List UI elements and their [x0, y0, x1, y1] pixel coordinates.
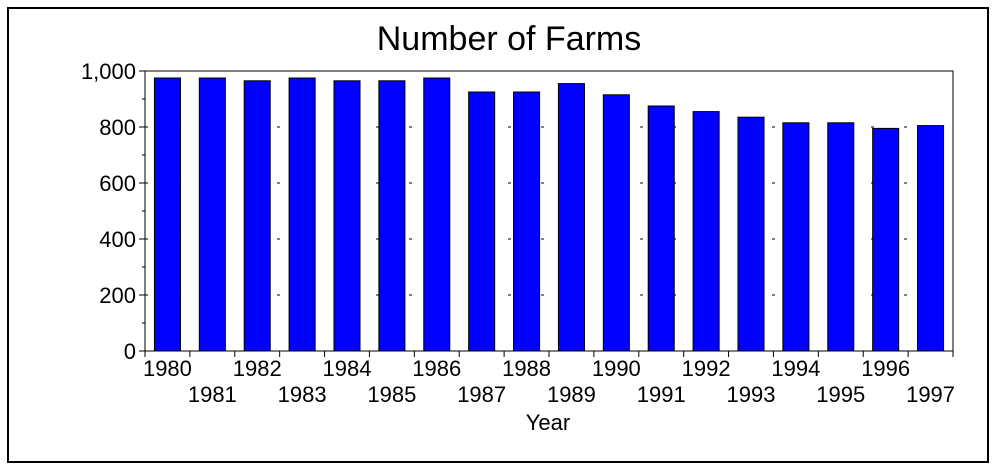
x-tick-label: 1993: [727, 382, 776, 407]
x-tick-label: 1984: [323, 356, 372, 381]
x-tick-label: 1990: [592, 356, 641, 381]
x-tick-label: 1987: [457, 382, 506, 407]
bar-1996: [872, 127, 900, 352]
x-tick-label: 1994: [771, 356, 820, 381]
x-axis-label: Year: [526, 410, 570, 435]
y-tick-label: 600: [99, 171, 136, 196]
y-tick-label: 400: [99, 227, 136, 252]
x-tick-label: 1986: [412, 356, 461, 381]
x-tick-label: 1981: [188, 382, 237, 407]
bars: [153, 77, 945, 352]
bar-1995: [827, 122, 855, 352]
x-tick-label: 1989: [547, 382, 596, 407]
x-tick-label: 1997: [906, 382, 955, 407]
bar-1985: [378, 80, 406, 352]
y-axis: 0 200 400 600 800 1,000: [81, 59, 145, 364]
x-tick-label: 1996: [861, 356, 910, 381]
bar-1988: [513, 91, 541, 352]
y-tick-label: 1,000: [81, 59, 136, 84]
bar-1984: [333, 80, 361, 352]
bar-1992: [692, 111, 720, 352]
bar-1980: [153, 77, 181, 352]
x-tick-label: 1982: [233, 356, 282, 381]
x-tick-label: 1995: [816, 382, 865, 407]
chart-title: Number of Farms: [377, 20, 642, 58]
bar-1997: [917, 125, 945, 352]
chart-frame: [7, 7, 989, 463]
x-tick-label: 1985: [367, 382, 416, 407]
grid-lines: [145, 126, 953, 296]
y-tick-label: 800: [99, 115, 136, 140]
x-tick-label: 1992: [682, 356, 731, 381]
bar-1994: [782, 122, 810, 352]
x-axis: 1980198119821983198419851986198719881989…: [143, 351, 955, 407]
bar-1990: [602, 94, 630, 352]
bar-1982: [243, 80, 271, 352]
bar-1987: [468, 91, 496, 352]
bar-1983: [288, 77, 316, 352]
x-tick-label: 1980: [143, 356, 192, 381]
bar-1981: [198, 77, 226, 352]
y-tick-label: 0: [124, 339, 136, 364]
y-tick-label: 200: [99, 283, 136, 308]
bar-1989: [557, 83, 585, 352]
bar-1993: [737, 116, 765, 352]
x-tick-label: 1991: [637, 382, 686, 407]
bar-1986: [423, 77, 451, 352]
x-tick-label: 1983: [278, 382, 327, 407]
x-tick-label: 1988: [502, 356, 551, 381]
bar-1991: [647, 105, 675, 352]
